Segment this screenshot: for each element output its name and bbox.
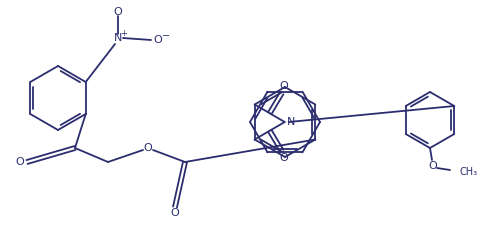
Text: O: O	[154, 35, 163, 45]
Text: O: O	[144, 143, 152, 153]
Text: N: N	[114, 33, 122, 43]
Text: O: O	[16, 157, 25, 167]
Text: +: +	[121, 28, 128, 38]
Text: O: O	[279, 81, 288, 91]
Text: CH₃: CH₃	[460, 167, 478, 177]
Text: O: O	[113, 7, 122, 17]
Text: −: −	[162, 31, 170, 41]
Text: O: O	[429, 161, 437, 171]
Text: N: N	[287, 117, 295, 127]
Text: O: O	[171, 208, 179, 218]
Text: O: O	[279, 153, 288, 163]
